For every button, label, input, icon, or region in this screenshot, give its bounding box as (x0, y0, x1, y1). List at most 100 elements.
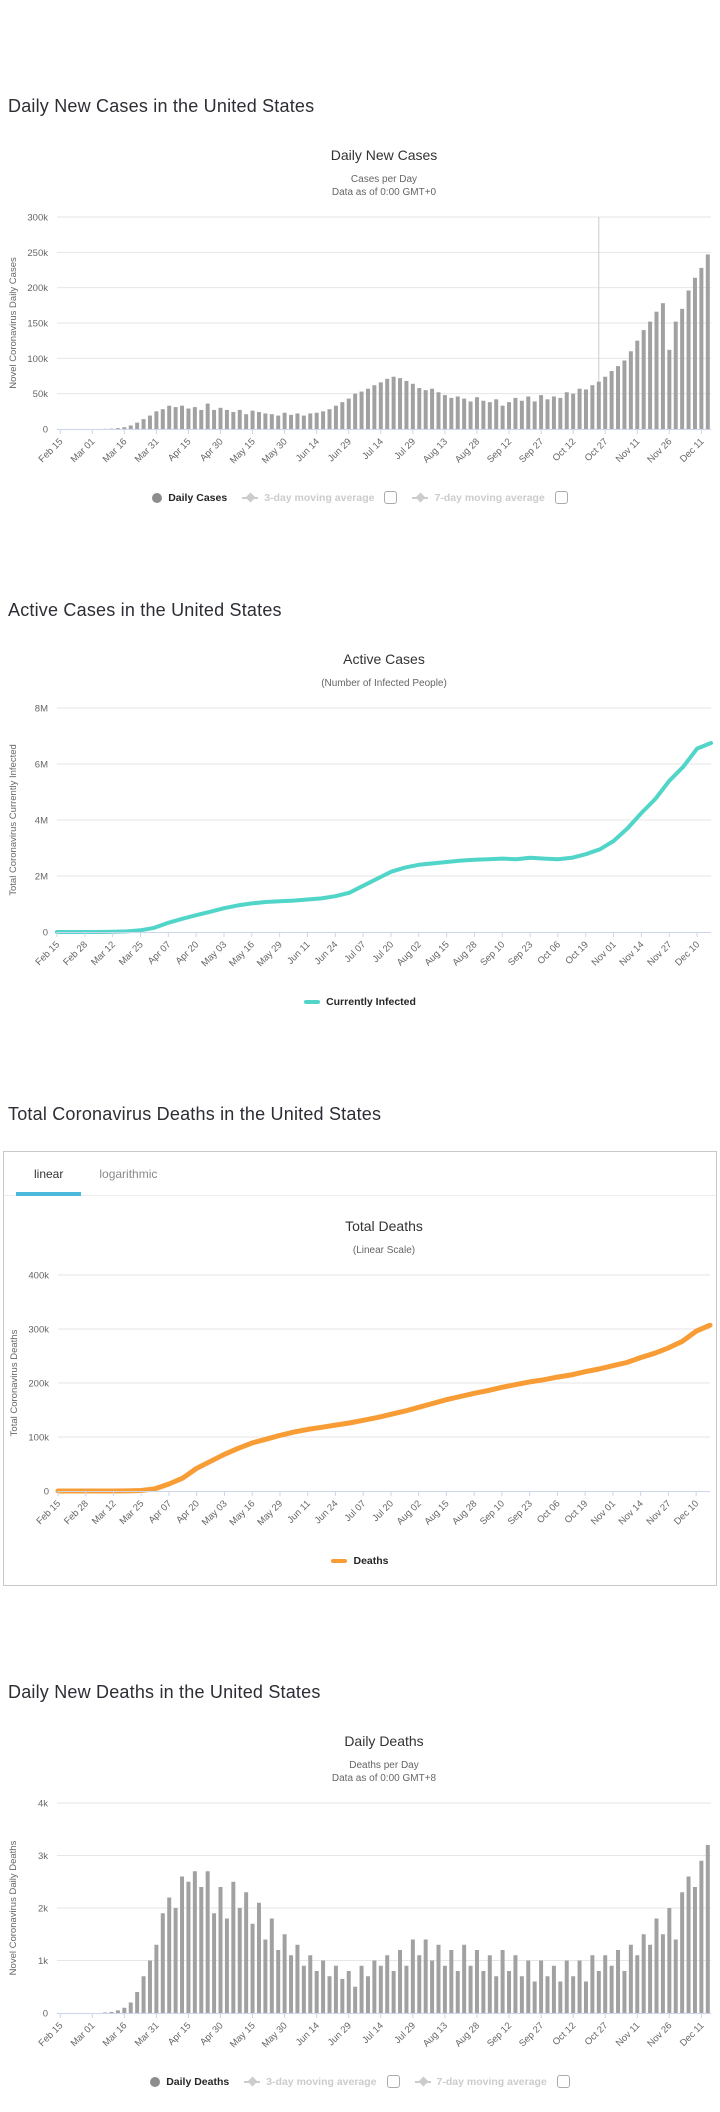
svg-text:Jul 29: Jul 29 (392, 436, 418, 462)
svg-text:4M: 4M (35, 816, 48, 827)
chart-subtitle-line2: Data as of 0:00 GMT+8 (54, 1772, 714, 1785)
svg-text:Aug 28: Aug 28 (450, 939, 479, 968)
legend-item-3-day-moving-average[interactable]: 3-day moving average (244, 2076, 376, 2088)
svg-text:Feb 28: Feb 28 (62, 1498, 91, 1527)
svg-text:Mar 16: Mar 16 (101, 436, 130, 465)
svg-text:Sep 10: Sep 10 (478, 939, 507, 968)
legend-item-daily-deaths[interactable]: Daily Deaths (150, 2076, 229, 2088)
tab-logarithmic[interactable]: logarithmic (81, 1152, 175, 1195)
svg-text:8M: 8M (35, 704, 48, 715)
chart-subtitle-line2: Data as of 0:00 GMT+0 (54, 186, 714, 199)
legend-item-deaths[interactable]: Deaths (331, 1555, 388, 1567)
line-marker-icon (304, 1000, 320, 1004)
svg-text:300k: 300k (27, 213, 48, 224)
chart-subtitle-line1: Cases per Day (54, 173, 714, 186)
svg-text:Jun 24: Jun 24 (313, 1498, 341, 1526)
svg-text:Sep 27: Sep 27 (517, 2020, 546, 2049)
total-deaths-legend: Deaths (4, 1555, 716, 1567)
legend-checkbox-7-day-moving-average[interactable] (555, 491, 568, 504)
svg-text:May 30: May 30 (260, 2020, 290, 2050)
svg-text:May 16: May 16 (228, 1498, 258, 1528)
legend-checkbox-3-day-moving-average[interactable] (384, 491, 397, 504)
svg-text:Sep 23: Sep 23 (506, 1498, 535, 1527)
svg-text:3k: 3k (38, 1851, 48, 1862)
legend-item-3-day-moving-average[interactable]: 3-day moving average (242, 492, 374, 504)
chart-title: Daily New Cases (54, 147, 714, 163)
legend-label: Currently Infected (326, 996, 416, 1008)
svg-text:Apr 07: Apr 07 (146, 939, 174, 967)
daily-new-deaths-heading: Daily New Deaths in the United States (8, 1682, 720, 1703)
circle-marker-icon (150, 2077, 160, 2087)
svg-text:Dec 10: Dec 10 (672, 1498, 701, 1527)
svg-text:Sep 10: Sep 10 (478, 1498, 507, 1527)
svg-text:Sep 27: Sep 27 (517, 436, 546, 465)
svg-text:Aug 13: Aug 13 (421, 436, 450, 465)
svg-text:Aug 15: Aug 15 (423, 939, 452, 968)
svg-text:Mar 31: Mar 31 (133, 436, 162, 465)
svg-text:Novel Coronavirus Daily Cases: Novel Coronavirus Daily Cases (8, 257, 19, 389)
svg-text:Apr 30: Apr 30 (198, 436, 226, 464)
legend-item-7-day-moving-average[interactable]: 7-day moving average (412, 492, 544, 504)
tab-linear[interactable]: linear (16, 1152, 81, 1196)
svg-text:Nov 14: Nov 14 (617, 939, 646, 968)
svg-text:100k: 100k (28, 1433, 49, 1444)
svg-text:Aug 02: Aug 02 (395, 939, 424, 968)
svg-text:Feb 15: Feb 15 (33, 939, 62, 968)
svg-text:Total Coronavirus Currently In: Total Coronavirus Currently Infected (8, 744, 19, 896)
daily-new-cases-chart: Daily New Cases Cases per Day Data as of… (0, 147, 720, 504)
svg-text:Mar 31: Mar 31 (133, 2020, 162, 2049)
daily-new-deaths-legend: Daily Deaths 3-day moving average 7-day mo… (0, 2075, 720, 2088)
svg-text:Aug 28: Aug 28 (450, 1498, 479, 1527)
svg-text:150k: 150k (27, 319, 48, 330)
svg-text:1k: 1k (38, 1956, 48, 1967)
svg-text:Jun 24: Jun 24 (312, 939, 340, 967)
circle-marker-icon (152, 493, 162, 503)
legend-item-7-day-moving-average[interactable]: 7-day moving average (415, 2076, 547, 2088)
svg-text:Total Coronavirus Deaths: Total Coronavirus Deaths (9, 1329, 20, 1436)
svg-text:Jun 29: Jun 29 (326, 436, 354, 464)
svg-text:0: 0 (44, 1487, 49, 1498)
scale-tab-bar: linear logarithmic (4, 1152, 716, 1196)
svg-text:Mar 01: Mar 01 (69, 436, 98, 465)
daily-new-deaths-chart: Daily Deaths Deaths per Day Data as of 0… (0, 1733, 720, 2088)
svg-text:Dec 11: Dec 11 (678, 2020, 707, 2049)
section-active-cases: Active Cases in the United States Active… (0, 600, 720, 1008)
chart-title: Daily Deaths (54, 1733, 714, 1749)
active-cases-legend: Currently Infected (0, 996, 720, 1008)
svg-text:Mar 25: Mar 25 (118, 1498, 147, 1527)
svg-text:0: 0 (43, 425, 48, 436)
chart-subtitle-line1: Deaths per Day (54, 1759, 714, 1772)
legend-checkbox-3-day-moving-average[interactable] (387, 2075, 400, 2088)
legend-label: Deaths (353, 1555, 388, 1567)
legend-label: 3-day moving average (264, 492, 374, 504)
svg-text:Aug 28: Aug 28 (453, 436, 482, 465)
svg-text:Apr 07: Apr 07 (147, 1498, 175, 1526)
daily-new-cases-heading: Daily New Cases in the United States (8, 96, 720, 117)
legend-checkbox-7-day-moving-average[interactable] (557, 2075, 570, 2088)
svg-text:Jun 14: Jun 14 (294, 436, 322, 464)
legend-item-daily-cases[interactable]: Daily Cases (152, 492, 227, 504)
svg-text:Oct 19: Oct 19 (563, 1498, 591, 1526)
svg-text:Jul 20: Jul 20 (370, 939, 396, 965)
svg-text:Mar 12: Mar 12 (90, 1498, 119, 1527)
svg-text:200k: 200k (28, 1379, 49, 1390)
section-daily-new-cases: Daily New Cases in the United States Dai… (0, 96, 720, 504)
svg-text:Oct 19: Oct 19 (563, 939, 591, 967)
svg-text:Jul 07: Jul 07 (343, 939, 369, 965)
svg-text:May 03: May 03 (200, 1498, 230, 1528)
svg-text:Nov 26: Nov 26 (645, 436, 674, 465)
diamond-marker-icon (242, 497, 258, 499)
svg-text:Apr 15: Apr 15 (166, 436, 194, 464)
active-cases-chart-head: Active Cases (Number of Infected People) (54, 651, 714, 690)
svg-text:Jul 29: Jul 29 (392, 2020, 418, 2046)
svg-text:250k: 250k (27, 248, 48, 259)
svg-text:Aug 02: Aug 02 (395, 1498, 424, 1527)
svg-text:May 16: May 16 (227, 939, 257, 969)
legend-item-currently-infected[interactable]: Currently Infected (304, 996, 416, 1008)
section-daily-new-deaths: Daily New Deaths in the United States Da… (0, 1682, 720, 2088)
svg-text:Jul 07: Jul 07 (343, 1498, 369, 1524)
svg-text:0: 0 (43, 2009, 48, 2020)
svg-text:Nov 27: Nov 27 (645, 939, 674, 968)
